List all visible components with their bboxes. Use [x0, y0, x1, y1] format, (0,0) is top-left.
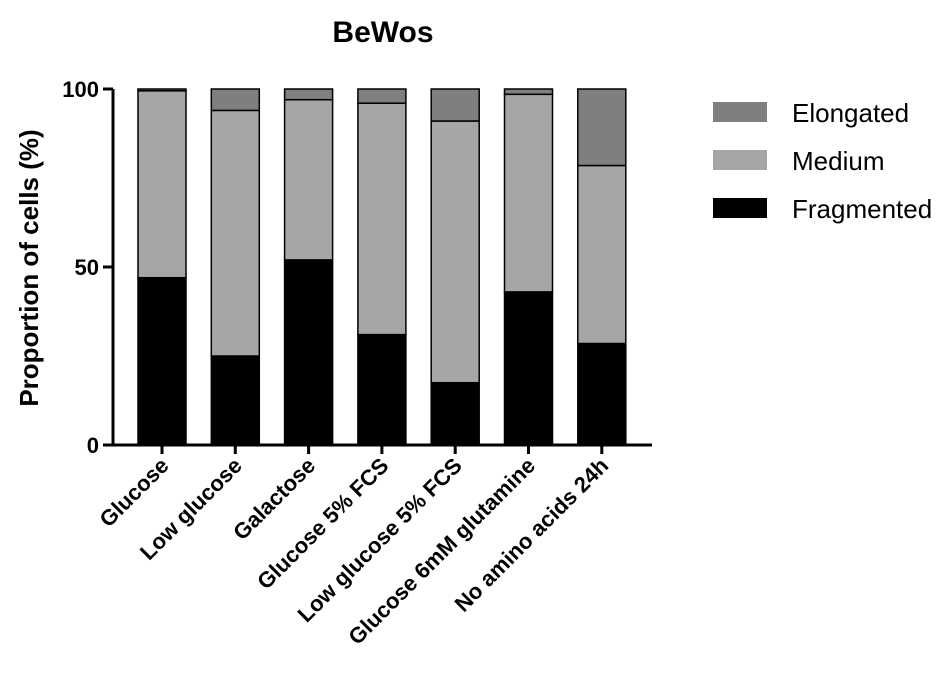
- legend-label-fragmented: Fragmented: [792, 194, 932, 224]
- bar-segment-medium: [210, 109, 261, 357]
- y-axis-label: Proportion of cells (%): [14, 129, 44, 406]
- y-tick-label: 50: [75, 255, 99, 280]
- bar-segment-medium: [283, 98, 334, 261]
- bar-segment-elongated: [210, 88, 261, 112]
- bar-segment-medium: [503, 93, 554, 293]
- bar-segment-elongated: [577, 88, 627, 167]
- bar-segment-fragmented: [357, 333, 407, 446]
- x-tick-label: Glucose 5% FCS: [252, 453, 393, 594]
- chart-title: BeWos: [332, 16, 433, 49]
- bar-segment-medium: [357, 102, 407, 336]
- bar-segment-elongated: [283, 88, 334, 101]
- bar-segment-fragmented: [430, 381, 480, 446]
- bar-segment-fragmented: [503, 291, 554, 446]
- bar-segment-fragmented: [283, 259, 334, 446]
- legend-swatch-fragmented: [713, 198, 767, 218]
- bar-segment-fragmented: [577, 342, 627, 446]
- y-tick-label: 100: [62, 77, 99, 102]
- bar-segment-medium: [430, 120, 480, 384]
- legend-label-medium: Medium: [792, 146, 884, 176]
- legend-label-elongated: Elongated: [792, 98, 909, 128]
- legend-swatch-medium: [713, 150, 767, 170]
- bar-segment-elongated: [137, 88, 187, 92]
- bar-segment-elongated: [430, 88, 480, 122]
- bar-segment-elongated: [357, 88, 407, 104]
- y-tick-label: 0: [87, 433, 99, 458]
- bar-segment-medium: [137, 90, 187, 279]
- bar-segment-medium: [577, 164, 627, 345]
- bar-segment-fragmented: [137, 276, 187, 446]
- bar-segment-elongated: [503, 88, 554, 96]
- bar-segment-fragmented: [210, 355, 261, 446]
- legend-swatch-elongated: [713, 102, 767, 122]
- legend: Elongated Medium Fragmented: [713, 98, 932, 224]
